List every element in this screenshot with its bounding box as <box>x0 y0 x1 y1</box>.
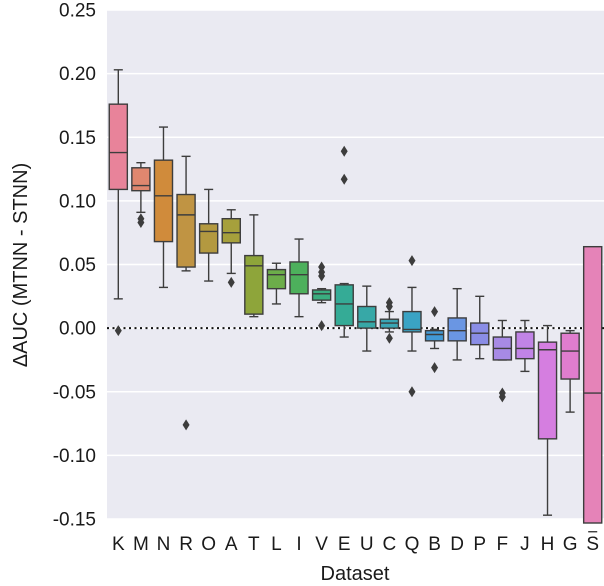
outlier-point <box>340 173 348 185</box>
x-tick-label: V <box>315 534 328 555</box>
iqr-box <box>560 332 580 380</box>
iqr-box <box>424 329 445 342</box>
box-G <box>560 329 580 413</box>
x-axis-label: Dataset <box>321 563 390 585</box>
outlier-point <box>385 300 393 312</box>
outlier-point <box>408 255 416 267</box>
y-tick-label: 0.05 <box>59 255 96 276</box>
iqr-box <box>289 261 309 295</box>
x-tick-label: B <box>428 534 441 555</box>
x-tick-label: O <box>201 534 216 555</box>
iqr-box <box>131 167 151 192</box>
y-tick-label: 0.20 <box>59 64 96 85</box>
y-axis-ticks: -0.15 -0.10 -0.05 0.00 0.05 0.10 0.15 0.20 0.25 <box>53 1 96 531</box>
y-tick-label: -0.05 <box>53 382 96 403</box>
box-E <box>334 145 354 338</box>
outlier-point <box>227 276 235 288</box>
x-tick-label: S <box>586 534 599 555</box>
outlier-point <box>431 306 439 318</box>
x-tick-label: D <box>450 534 464 555</box>
box-H <box>537 324 558 516</box>
x-tick-label: F <box>497 534 509 555</box>
iqr-box <box>582 245 603 524</box>
box-V <box>311 261 332 332</box>
x-tick-label: Q <box>405 534 420 555</box>
iqr-box <box>176 193 196 268</box>
outlier-point <box>318 320 326 332</box>
x-tick-label: T <box>248 534 260 555</box>
box-Q <box>402 255 422 398</box>
x-tick-label: L <box>271 534 282 555</box>
iqr-box <box>334 284 354 327</box>
y-tick-label: 0.00 <box>59 319 96 340</box>
box-C <box>379 297 400 344</box>
x-tick-label: M <box>133 534 149 555</box>
iqr-box <box>221 217 241 244</box>
box-R <box>176 155 196 431</box>
x-tick-label: E <box>338 534 351 555</box>
y-axis-label: ΔAUC (MTNN - STNN) <box>10 163 32 367</box>
x-tick-label: N <box>157 534 171 555</box>
box-K <box>108 69 129 337</box>
y-tick-label: 0.10 <box>59 191 96 212</box>
box-J <box>515 319 535 373</box>
y-tick-label: 0.25 <box>59 1 96 22</box>
x-tick-label: A <box>225 534 238 555</box>
outlier-point <box>182 419 190 431</box>
x-tick-label: I <box>296 534 301 555</box>
x-tick-label: U <box>360 534 374 555</box>
iqr-box <box>515 331 535 360</box>
box-P <box>470 295 490 360</box>
iqr-box <box>447 317 467 342</box>
iqr-box <box>244 254 264 315</box>
x-tick-label: H <box>541 534 555 555</box>
box-T <box>244 214 264 318</box>
y-tick-label: -0.10 <box>53 446 96 467</box>
iqr-box <box>153 159 174 243</box>
x-tick-label: J <box>520 534 530 555</box>
box-M <box>131 161 151 229</box>
box-series <box>108 69 603 533</box>
outlier-point <box>114 325 122 337</box>
iqr-box <box>266 268 287 290</box>
y-tick-label: -0.15 <box>53 510 96 531</box>
x-tick-label: R <box>179 534 193 555</box>
iqr-box <box>108 103 129 191</box>
box-F <box>492 319 513 403</box>
x-tick-label: G <box>563 534 578 555</box>
iqr-box <box>357 305 377 329</box>
iqr-box <box>311 289 332 301</box>
box-S <box>582 245 603 533</box>
iqr-box <box>402 310 422 333</box>
y-tick-label: 0.15 <box>59 128 96 149</box>
outlier-point <box>318 270 326 282</box>
box-U <box>357 285 377 352</box>
x-tick-label: K <box>112 534 125 555</box>
outlier-point <box>431 362 439 374</box>
outlier-point <box>408 386 416 398</box>
box-L <box>266 262 287 305</box>
outlier-point <box>340 145 348 157</box>
box-N <box>153 126 174 289</box>
box-D <box>447 287 467 361</box>
x-tick-label: C <box>383 534 397 555</box>
outlier-point <box>498 391 506 403</box>
box-A <box>221 209 241 288</box>
outlier-point <box>137 217 145 229</box>
x-tick-label: P <box>473 534 486 555</box>
box-O <box>198 188 219 282</box>
iqr-box <box>537 341 558 440</box>
box-B <box>424 306 445 374</box>
iqr-box <box>198 223 219 254</box>
box-I <box>289 238 309 318</box>
outlier-point <box>385 332 393 344</box>
